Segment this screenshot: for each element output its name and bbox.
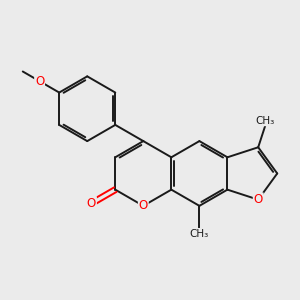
Text: O: O bbox=[87, 197, 96, 210]
Text: CH₃: CH₃ bbox=[190, 229, 209, 238]
Text: O: O bbox=[35, 75, 44, 88]
Text: O: O bbox=[254, 193, 263, 206]
Text: CH₃: CH₃ bbox=[256, 116, 275, 126]
Text: O: O bbox=[139, 199, 148, 212]
